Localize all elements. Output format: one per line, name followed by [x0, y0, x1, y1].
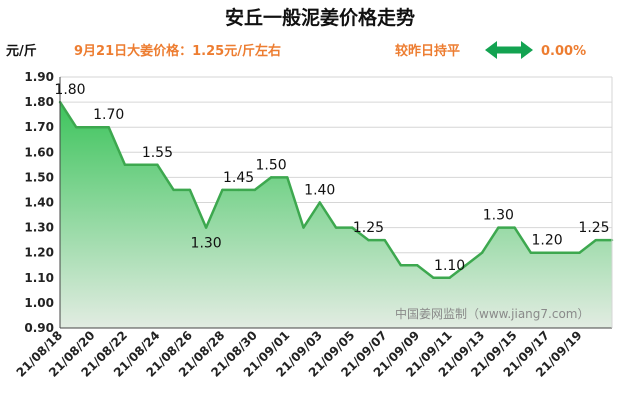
- data-label: 1.40: [304, 183, 335, 199]
- data-point: [75, 126, 78, 129]
- data-point: [545, 251, 549, 254]
- data-point: [383, 238, 386, 242]
- data-point: [269, 176, 273, 179]
- data-point: [91, 126, 94, 129]
- data-label: 1.25: [578, 220, 609, 236]
- data-point: [139, 163, 143, 167]
- data-point: [204, 226, 208, 229]
- price-area: [58, 100, 614, 328]
- data-point: [286, 176, 289, 179]
- data-point: [123, 163, 127, 167]
- y-axis-ticks: 0.90 1.00 1.10 1.20 1.30 1.40 1.50 1.60 1.70 1.80…: [24, 70, 54, 335]
- data-point: [107, 126, 110, 129]
- axes: [59, 77, 613, 329]
- y-tick-label: 1.30: [24, 221, 54, 235]
- data-point: [448, 276, 451, 279]
- data-point: [253, 188, 257, 192]
- data-point: [367, 238, 370, 242]
- data-label: 1.50: [255, 157, 286, 173]
- change-value: 0.00%: [541, 44, 586, 59]
- data-point: [188, 188, 192, 192]
- y-tick-label: 1.80: [24, 95, 54, 109]
- data-point: [464, 264, 468, 267]
- data-point: [334, 226, 338, 229]
- data-point: [172, 188, 175, 192]
- area-fill: [60, 102, 612, 328]
- data-label: 1.20: [531, 233, 562, 249]
- data-point: [399, 264, 403, 267]
- data-point: [578, 251, 581, 254]
- watermark: 中国姜网监制（www.jiang7.com）: [395, 306, 589, 321]
- y-tick-label: 1.10: [24, 271, 54, 285]
- y-tick-label: 1.50: [24, 170, 54, 184]
- data-point: [237, 188, 240, 192]
- price-note: 9月21日大姜价格：1.25元/斤左右: [74, 43, 281, 59]
- data-point: [529, 251, 533, 254]
- double-arrow-icon: [485, 41, 533, 59]
- compare-label: 较昨日持平: [395, 43, 460, 59]
- data-label: 1.10: [434, 258, 465, 274]
- data-label: 1.30: [483, 208, 514, 224]
- data-label: 1.80: [54, 82, 85, 98]
- y-tick-label: 1.00: [24, 296, 54, 310]
- data-point: [351, 226, 354, 229]
- y-tick-label: 1.40: [24, 196, 54, 210]
- y-tick-label: 1.20: [24, 246, 54, 260]
- data-label: 1.25: [353, 220, 384, 236]
- data-label: 1.45: [223, 170, 254, 186]
- y-tick-label: 1.70: [24, 120, 54, 134]
- data-point: [318, 201, 321, 204]
- data-point: [432, 276, 435, 279]
- data-point: [513, 226, 516, 229]
- x-axis-ticks: 21/08/1821/08/2021/08/2221/08/2421/08/26…: [14, 328, 585, 380]
- data-point: [562, 251, 565, 254]
- chart-title: 安丘一般泥姜价格走势: [225, 6, 415, 29]
- data-point: [594, 238, 597, 242]
- data-label: 1.70: [93, 107, 124, 123]
- data-point: [302, 226, 305, 229]
- data-label: 1.30: [191, 236, 222, 252]
- data-point: [156, 163, 159, 167]
- data-point: [497, 226, 500, 229]
- data-point: [480, 251, 484, 254]
- data-labels: 1.80 1.70 1.55 1.30 1.451.50 1.40 1.25 1.10 1.30…: [54, 82, 609, 274]
- y-tick-label: 1.90: [24, 70, 54, 84]
- data-point: [415, 264, 419, 267]
- data-label: 1.55: [142, 145, 173, 161]
- y-tick-label: 1.60: [24, 145, 54, 159]
- data-point: [221, 188, 224, 192]
- y-tick-label: 0.90: [24, 321, 54, 335]
- y-unit-label: 元/斤: [6, 43, 37, 59]
